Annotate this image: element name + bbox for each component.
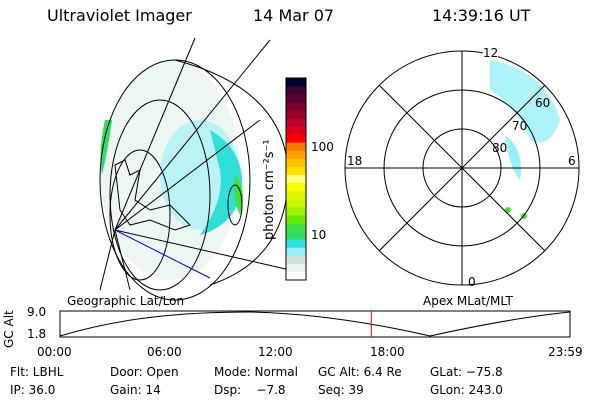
glat-info: GLat: −75.8 [430, 365, 503, 379]
gain-info: Gain: 14 [110, 383, 161, 397]
colorbar-band [286, 231, 306, 241]
lat-label-60: 60 [535, 96, 551, 110]
xtick-2359: 23:59 [548, 345, 583, 359]
colorbar-band [286, 158, 306, 168]
geographic-label: Geographic Lat/Lon [67, 294, 185, 308]
colorbar-band [286, 118, 306, 127]
instrument-title: Ultraviolet Imager [47, 6, 192, 25]
xtick-0600: 06:00 [147, 345, 182, 359]
mode-info: Mode: Normal [214, 365, 298, 379]
colorbar-band [286, 126, 306, 136]
colorbar-label: photon cm⁻²s⁻¹ [262, 139, 277, 240]
colorbar-band [286, 183, 306, 192]
colorbar-band [286, 86, 306, 95]
polar-plot [344, 50, 580, 286]
door-info: Door: Open [110, 365, 179, 379]
colorbar-band [286, 94, 306, 103]
colorbar-band [286, 102, 306, 111]
filter-info: Flt: LBHL [10, 365, 64, 379]
lat-label-80: 80 [492, 141, 508, 155]
date-label: 14 Mar 07 [253, 6, 335, 25]
seq-info: Seq: 39 [318, 383, 364, 397]
colorbar-band [286, 174, 306, 184]
colorbar-band [286, 166, 306, 176]
time-label: 14:39:16 UT [432, 6, 531, 25]
dsp-info: Dsp: −7.8 [214, 383, 286, 397]
colorbar-tick-100: 100 [311, 140, 334, 154]
colorbar-band [286, 78, 306, 87]
xtick-1200: 12:00 [258, 345, 293, 359]
colorbar [286, 78, 306, 281]
ip-info: IP: 36.0 [10, 383, 56, 397]
colorbar-band [286, 134, 306, 144]
colorbar-band [286, 150, 306, 160]
mlt-label-0: 0 [468, 275, 476, 289]
gc-alt-info: GC Alt: 6.4 Re [318, 365, 402, 379]
apex-label: Apex MLat/MLT [423, 294, 513, 308]
colorbar-band [286, 263, 306, 273]
colorbar-band [286, 247, 306, 257]
colorbar-band [286, 207, 306, 216]
geographic-image [99, 37, 291, 301]
xtick-1800: 18:00 [370, 345, 405, 359]
lat-label-70: 70 [512, 119, 528, 133]
altitude-plot-frame [59, 310, 571, 338]
colorbar-band [286, 199, 306, 208]
xtick-0000: 00:00 [37, 345, 72, 359]
altitude-ytick-min: 1.8 [27, 327, 47, 341]
colorbar-band [286, 215, 306, 224]
colorbar-tick-10: 10 [311, 228, 327, 242]
altitude-ylabel: GC Alt [2, 310, 16, 348]
colorbar-band [286, 255, 306, 265]
mlt-label-18: 18 [347, 154, 363, 168]
colorbar-band [286, 239, 306, 249]
colorbar-band [286, 223, 306, 233]
colorbar-band [286, 271, 306, 281]
glon-info: GLon: 243.0 [430, 383, 503, 397]
colorbar-band [286, 110, 306, 119]
altitude-curve [59, 311, 571, 337]
altitude-ytick-max: 9.0 [27, 305, 47, 319]
colorbar-band [286, 142, 306, 152]
mlt-label-6: 6 [568, 154, 576, 168]
colorbar-band [286, 191, 306, 200]
mlt-label-12: 12 [483, 46, 499, 60]
